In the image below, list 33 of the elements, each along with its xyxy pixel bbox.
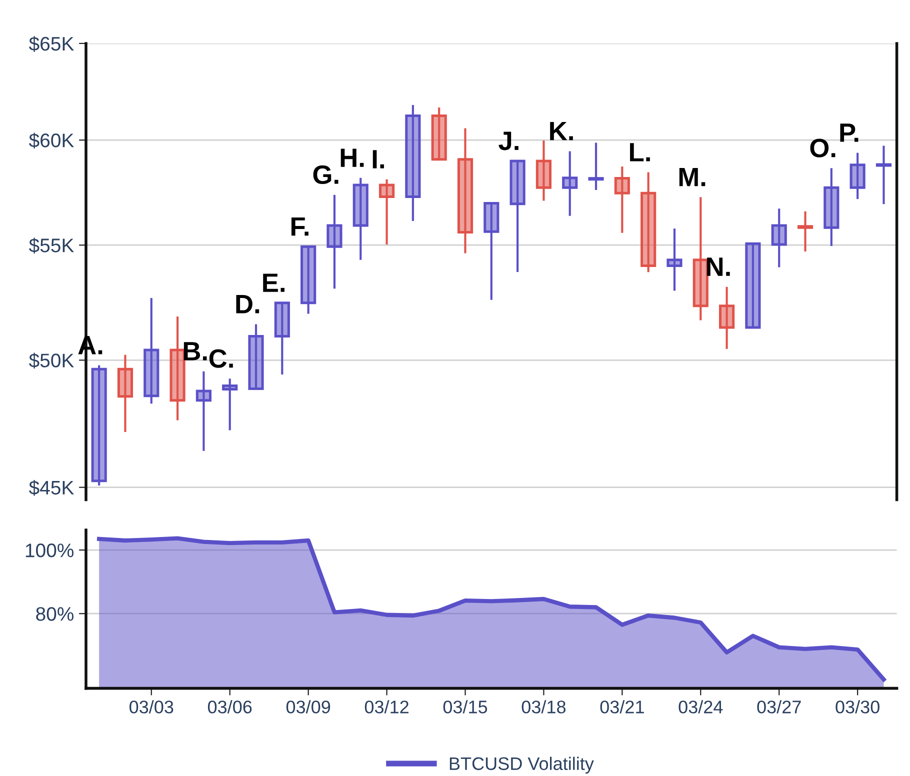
- x-tick-label: 03/18: [522, 700, 566, 714]
- annotation: K.: [550, 122, 573, 140]
- x-tick-label: 03/27: [757, 700, 801, 714]
- annotation: D.: [236, 295, 260, 314]
- y-tick-label: $65K: [28, 36, 74, 52]
- x-tick-label: 03/09: [286, 700, 330, 714]
- y-tick-label: $55K: [28, 238, 74, 254]
- annotation: L.: [630, 143, 650, 162]
- annotation: B.: [184, 342, 207, 360]
- annotation: G.: [313, 165, 338, 184]
- x-tick-label: 03/21: [600, 700, 644, 714]
- y-tick-label: 80%: [36, 607, 74, 621]
- annotation: E.: [263, 274, 284, 292]
- annotation: P.: [840, 124, 858, 142]
- y-tick-label: $60K: [28, 132, 74, 148]
- annotation: M.: [679, 168, 706, 186]
- candlestick: [745, 242, 761, 329]
- annotation: H.: [340, 148, 364, 167]
- annotation: J.: [498, 132, 518, 150]
- x-tick-label: 03/12: [364, 700, 408, 714]
- x-tick-label: 03/06: [208, 700, 252, 714]
- x-tick-label: 03/03: [130, 700, 174, 714]
- y-tick-label: $45K: [28, 480, 74, 496]
- legend-label: BTCUSD Volatility: [450, 756, 594, 774]
- x-tick-label: 03/30: [836, 700, 880, 714]
- y-tick-label: 100%: [26, 544, 74, 558]
- y-tick-label: $50K: [28, 352, 74, 369]
- annotation: F.: [291, 217, 308, 236]
- x-tick-label: 03/24: [678, 700, 723, 714]
- x-tick-label: 03/15: [443, 700, 488, 714]
- annotation: I.: [372, 150, 384, 168]
- annotation: C.: [209, 349, 233, 368]
- annotation: O.: [810, 138, 836, 158]
